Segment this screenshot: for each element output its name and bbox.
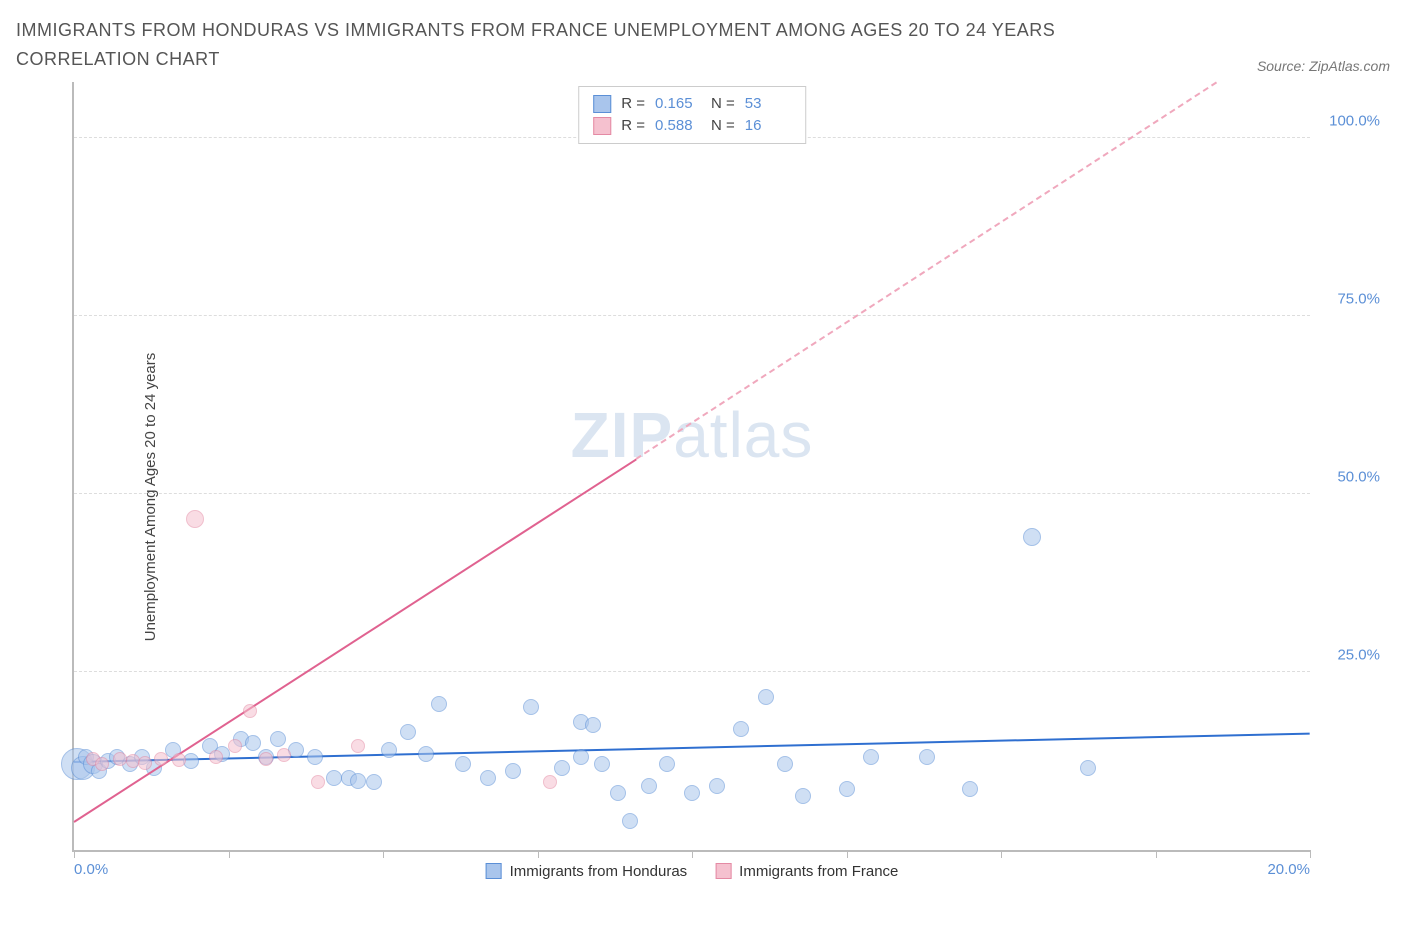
data-point bbox=[228, 739, 242, 753]
data-point bbox=[326, 770, 342, 786]
y-tick-label: 75.0% bbox=[1337, 291, 1380, 308]
data-point bbox=[480, 770, 496, 786]
x-tick bbox=[1310, 850, 1311, 858]
r-value-france: 0.588 bbox=[655, 117, 701, 134]
legend-swatch-honduras bbox=[593, 95, 611, 113]
chart-container: Unemployment Among Ages 20 to 24 years R… bbox=[16, 82, 1390, 912]
data-point bbox=[839, 781, 855, 797]
data-point bbox=[418, 746, 434, 762]
data-point bbox=[351, 739, 365, 753]
data-point bbox=[1023, 528, 1041, 546]
data-point bbox=[758, 689, 774, 705]
data-point bbox=[154, 752, 168, 766]
data-point bbox=[594, 756, 610, 772]
chart-title: IMMIGRANTS FROM HONDURAS VS IMMIGRANTS F… bbox=[16, 16, 1116, 74]
x-tick-label: 0.0% bbox=[74, 861, 108, 878]
data-point bbox=[95, 757, 109, 771]
data-point bbox=[431, 696, 447, 712]
data-point bbox=[311, 775, 325, 789]
data-point bbox=[138, 756, 152, 770]
data-point bbox=[919, 749, 935, 765]
data-point bbox=[709, 778, 725, 794]
x-tick bbox=[538, 850, 539, 858]
data-point bbox=[777, 756, 793, 772]
data-point bbox=[259, 752, 273, 766]
x-tick-label: 20.0% bbox=[1267, 861, 1310, 878]
gridline bbox=[74, 315, 1310, 316]
data-point bbox=[733, 721, 749, 737]
data-point bbox=[245, 735, 261, 751]
y-tick-label: 25.0% bbox=[1337, 646, 1380, 663]
data-point bbox=[795, 788, 811, 804]
source-credit: Source: ZipAtlas.com bbox=[1257, 58, 1390, 74]
x-tick bbox=[692, 850, 693, 858]
n-value-france: 16 bbox=[745, 117, 791, 134]
r-label: R = bbox=[621, 95, 645, 112]
y-tick-label: 50.0% bbox=[1337, 469, 1380, 486]
data-point bbox=[307, 749, 323, 765]
data-point bbox=[523, 699, 539, 715]
data-point bbox=[684, 785, 700, 801]
data-point bbox=[455, 756, 471, 772]
x-tick bbox=[1001, 850, 1002, 858]
watermark-zip: ZIP bbox=[571, 399, 674, 471]
legend-swatch-france bbox=[593, 117, 611, 135]
gridline bbox=[74, 493, 1310, 494]
watermark-atlas: atlas bbox=[673, 399, 813, 471]
x-tick bbox=[1156, 850, 1157, 858]
data-point bbox=[505, 763, 521, 779]
data-point bbox=[543, 775, 557, 789]
legend-stats-row-france: R = 0.588 N = 16 bbox=[593, 115, 791, 137]
data-point bbox=[270, 731, 286, 747]
x-tick bbox=[847, 850, 848, 858]
legend-item-honduras: Immigrants from Honduras bbox=[486, 863, 688, 880]
n-label: N = bbox=[711, 117, 735, 134]
legend-stats: R = 0.165 N = 53 R = 0.588 N = 16 bbox=[578, 86, 806, 144]
y-tick-label: 100.0% bbox=[1329, 113, 1380, 130]
legend-item-france: Immigrants from France bbox=[715, 863, 898, 880]
data-point bbox=[209, 750, 223, 764]
data-point bbox=[366, 774, 382, 790]
x-tick bbox=[229, 850, 230, 858]
legend-series: Immigrants from Honduras Immigrants from… bbox=[486, 863, 899, 880]
data-point bbox=[863, 749, 879, 765]
x-tick bbox=[383, 850, 384, 858]
data-point bbox=[172, 753, 186, 767]
gridline bbox=[74, 671, 1310, 672]
data-point bbox=[641, 778, 657, 794]
data-point bbox=[962, 781, 978, 797]
r-label: R = bbox=[621, 117, 645, 134]
n-value-honduras: 53 bbox=[745, 95, 791, 112]
x-tick bbox=[74, 850, 75, 858]
data-point bbox=[1080, 760, 1096, 776]
legend-swatch-honduras-icon bbox=[486, 863, 502, 879]
r-value-honduras: 0.165 bbox=[655, 95, 701, 112]
legend-label-france: Immigrants from France bbox=[739, 863, 898, 880]
data-point bbox=[659, 756, 675, 772]
legend-swatch-france-icon bbox=[715, 863, 731, 879]
n-label: N = bbox=[711, 95, 735, 112]
data-point bbox=[554, 760, 570, 776]
data-point bbox=[622, 813, 638, 829]
data-point bbox=[573, 749, 589, 765]
legend-label-honduras: Immigrants from Honduras bbox=[510, 863, 688, 880]
data-point bbox=[610, 785, 626, 801]
data-point bbox=[243, 704, 257, 718]
watermark: ZIPatlas bbox=[571, 398, 814, 472]
legend-stats-row-honduras: R = 0.165 N = 53 bbox=[593, 93, 791, 115]
data-point bbox=[400, 724, 416, 740]
trend-line bbox=[73, 459, 636, 823]
data-point bbox=[381, 742, 397, 758]
data-point bbox=[186, 510, 204, 528]
plot-area: R = 0.165 N = 53 R = 0.588 N = 16 ZIPatl… bbox=[72, 82, 1310, 852]
data-point bbox=[585, 717, 601, 733]
data-point bbox=[277, 748, 291, 762]
data-point bbox=[350, 773, 366, 789]
